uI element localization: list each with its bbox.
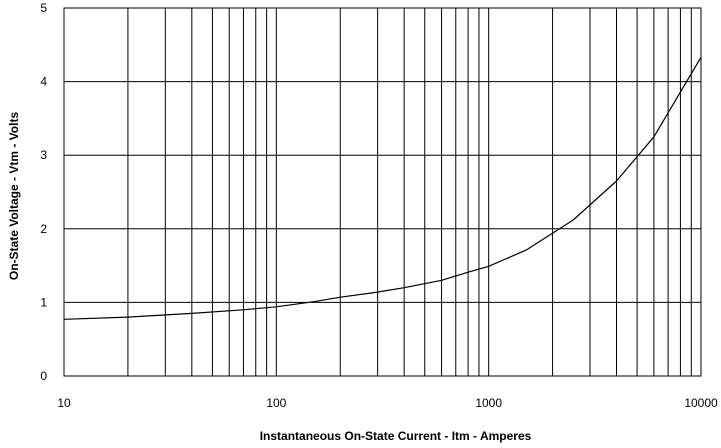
grid (64, 8, 701, 376)
x-tick-label: 100 (266, 396, 286, 410)
plot-frame (63, 7, 702, 377)
x-tick-label: 10000 (684, 396, 718, 410)
y-tick-labels: 0 1 2 3 4 5 (40, 1, 47, 383)
y-tick-label: 0 (40, 369, 47, 383)
x-tick-label: 1000 (475, 396, 502, 410)
x-axis-title: Instantaneous On-State Current - Itm - A… (260, 429, 532, 443)
y-tick-label: 1 (40, 295, 47, 309)
x-tick-labels: 10 100 1000 10000 (57, 396, 718, 410)
y-tick-label: 4 (40, 75, 47, 89)
y-tick-label: 5 (40, 1, 47, 15)
y-tick-label: 2 (40, 222, 47, 236)
series-line (63, 56, 702, 320)
y-axis-title: On-State Voltage - Vtm - Volts (7, 112, 21, 281)
x-tick-label: 10 (57, 396, 71, 410)
series (63, 56, 702, 320)
y-tick-label: 3 (40, 148, 47, 162)
